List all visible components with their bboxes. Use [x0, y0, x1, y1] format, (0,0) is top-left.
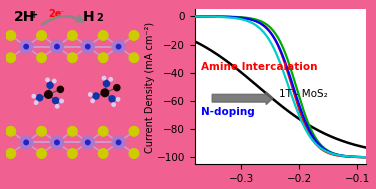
Circle shape: [99, 126, 108, 136]
Circle shape: [88, 93, 92, 96]
Circle shape: [99, 31, 108, 40]
Circle shape: [37, 31, 46, 40]
Circle shape: [53, 79, 56, 83]
Circle shape: [85, 44, 90, 49]
Circle shape: [68, 31, 77, 40]
Circle shape: [55, 105, 59, 108]
Circle shape: [57, 86, 64, 92]
Circle shape: [114, 84, 120, 91]
Circle shape: [129, 31, 139, 40]
Circle shape: [55, 140, 59, 145]
Text: H: H: [83, 10, 94, 24]
Circle shape: [53, 98, 59, 104]
Circle shape: [129, 126, 139, 136]
Text: 2e: 2e: [49, 9, 62, 19]
Circle shape: [37, 53, 46, 63]
Circle shape: [37, 126, 46, 136]
Circle shape: [36, 95, 42, 101]
Circle shape: [46, 78, 49, 81]
Circle shape: [81, 40, 94, 53]
Circle shape: [6, 31, 15, 40]
Circle shape: [68, 126, 77, 136]
Circle shape: [109, 77, 112, 81]
Circle shape: [99, 53, 108, 63]
Circle shape: [116, 140, 121, 145]
Text: +: +: [30, 10, 39, 20]
Circle shape: [116, 98, 120, 101]
Circle shape: [50, 40, 64, 53]
Text: 2: 2: [96, 13, 103, 23]
Circle shape: [55, 44, 59, 49]
Circle shape: [6, 53, 15, 63]
Y-axis label: Current Density (mA cm⁻²): Current Density (mA cm⁻²): [145, 21, 155, 153]
Circle shape: [129, 149, 139, 158]
Circle shape: [20, 136, 33, 149]
Circle shape: [37, 149, 46, 158]
Circle shape: [6, 149, 15, 158]
Circle shape: [68, 149, 77, 158]
Text: N-doping: N-doping: [200, 107, 254, 117]
Text: 2H: 2H: [14, 10, 36, 24]
Circle shape: [20, 40, 33, 53]
Circle shape: [91, 99, 94, 103]
Text: 1T'- MoS₂: 1T'- MoS₂: [279, 89, 327, 99]
Circle shape: [93, 93, 99, 99]
Circle shape: [99, 149, 108, 158]
Circle shape: [112, 136, 125, 149]
Circle shape: [24, 44, 29, 49]
Circle shape: [60, 99, 63, 103]
Text: ⁻: ⁻: [59, 8, 64, 17]
Circle shape: [32, 94, 35, 98]
Circle shape: [81, 136, 94, 149]
Circle shape: [103, 81, 109, 87]
Circle shape: [68, 53, 77, 63]
Circle shape: [50, 136, 64, 149]
Circle shape: [47, 82, 53, 88]
Circle shape: [85, 140, 90, 145]
Circle shape: [24, 140, 29, 145]
Circle shape: [45, 91, 52, 98]
Circle shape: [35, 101, 38, 104]
Circle shape: [102, 76, 106, 80]
Circle shape: [112, 40, 125, 53]
Circle shape: [109, 96, 115, 102]
Text: Amine Intercalation: Amine Intercalation: [200, 62, 317, 72]
Circle shape: [116, 44, 121, 49]
FancyArrow shape: [212, 92, 273, 105]
Circle shape: [129, 53, 139, 63]
Circle shape: [101, 89, 109, 97]
Circle shape: [6, 126, 15, 136]
Circle shape: [112, 103, 115, 106]
